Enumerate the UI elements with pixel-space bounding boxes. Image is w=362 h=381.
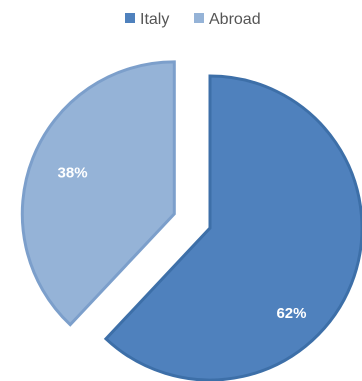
pie-slice-italy [103, 74, 362, 381]
legend-label-italy: Italy [140, 11, 169, 28]
data-label-abroad: 38% [58, 165, 88, 182]
data-label-italy: 62% [276, 305, 306, 322]
legend: Italy Abroad [125, 11, 261, 28]
legend-label-abroad: Abroad [209, 11, 261, 28]
data-labels: 62% 38% [58, 165, 307, 323]
pie-slices [20, 60, 362, 381]
legend-swatch-abroad [194, 13, 204, 23]
legend-swatch-italy [125, 13, 135, 23]
pie-slice-abroad [20, 60, 176, 327]
